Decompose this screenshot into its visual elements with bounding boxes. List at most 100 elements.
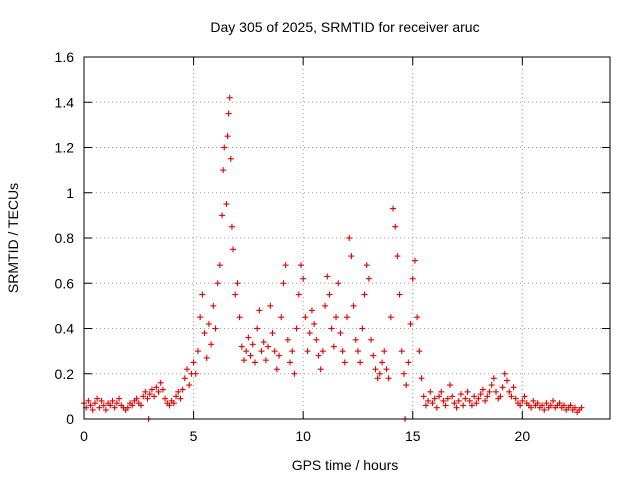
data-point bbox=[488, 382, 495, 389]
data-point bbox=[287, 359, 294, 366]
data-point bbox=[249, 341, 256, 348]
data-point bbox=[269, 330, 276, 337]
data-point bbox=[260, 339, 267, 346]
data-point bbox=[271, 348, 278, 355]
data-point bbox=[440, 397, 447, 404]
data-point bbox=[94, 395, 101, 402]
data-point bbox=[560, 402, 567, 409]
data-point bbox=[517, 402, 524, 409]
data-point bbox=[212, 325, 219, 332]
data-point bbox=[506, 388, 513, 395]
data-point bbox=[293, 325, 300, 332]
data-point bbox=[464, 388, 471, 395]
data-point bbox=[385, 375, 392, 382]
data-point bbox=[460, 402, 467, 409]
y-tick-label: 0.4 bbox=[55, 321, 75, 337]
data-point bbox=[405, 359, 412, 366]
data-point bbox=[137, 402, 144, 409]
data-point bbox=[100, 402, 107, 409]
data-point bbox=[91, 400, 98, 407]
data-point bbox=[457, 391, 464, 398]
data-point bbox=[282, 262, 289, 269]
data-point bbox=[418, 375, 425, 382]
data-point bbox=[354, 348, 361, 355]
y-tick-label: 1.4 bbox=[55, 94, 75, 110]
data-point bbox=[226, 94, 233, 101]
data-point bbox=[302, 314, 309, 321]
data-point bbox=[407, 320, 414, 327]
data-point bbox=[372, 366, 379, 373]
data-point bbox=[245, 334, 252, 341]
data-point bbox=[348, 253, 355, 260]
data-point bbox=[374, 375, 381, 382]
data-point bbox=[216, 262, 223, 269]
data-point bbox=[396, 291, 403, 298]
data-point bbox=[381, 348, 388, 355]
data-point bbox=[414, 314, 421, 321]
data-point bbox=[451, 400, 458, 407]
data-point bbox=[295, 291, 302, 298]
data-point bbox=[477, 391, 484, 398]
data-point bbox=[449, 393, 456, 400]
data-point bbox=[409, 275, 416, 282]
data-point bbox=[280, 280, 287, 287]
data-point bbox=[326, 291, 333, 298]
data-point bbox=[247, 352, 254, 359]
data-point bbox=[344, 314, 350, 321]
data-point bbox=[162, 395, 169, 402]
data-point bbox=[484, 393, 491, 400]
data-point bbox=[453, 404, 460, 411]
data-point bbox=[232, 291, 239, 298]
x-tick-label: 0 bbox=[80, 428, 88, 444]
data-point bbox=[436, 393, 443, 400]
x-tick-label: 20 bbox=[515, 428, 531, 444]
data-point bbox=[265, 343, 272, 350]
data-point bbox=[352, 336, 359, 343]
data-point bbox=[223, 201, 230, 208]
data-point bbox=[486, 388, 493, 395]
data-point bbox=[208, 341, 215, 348]
data-point bbox=[102, 406, 109, 413]
data-point bbox=[324, 273, 331, 280]
data-point bbox=[425, 397, 432, 404]
data-point bbox=[379, 359, 386, 366]
data-point bbox=[197, 314, 204, 321]
data-point bbox=[179, 386, 186, 393]
data-point bbox=[284, 336, 291, 343]
data-point bbox=[124, 404, 131, 411]
data-point bbox=[308, 307, 315, 314]
data-point bbox=[306, 330, 313, 337]
data-point bbox=[541, 406, 548, 413]
data-point bbox=[398, 348, 405, 355]
data-point bbox=[493, 388, 500, 395]
data-point bbox=[420, 393, 427, 400]
x-axis-label: GPS time / hours bbox=[292, 457, 399, 473]
data-point bbox=[109, 397, 116, 404]
y-tick-label: 0.6 bbox=[55, 275, 75, 291]
data-point bbox=[107, 402, 114, 409]
data-point bbox=[422, 402, 429, 409]
data-point bbox=[431, 395, 438, 402]
data-point bbox=[370, 352, 377, 359]
data-point bbox=[317, 366, 324, 373]
data-point bbox=[578, 404, 585, 411]
data-point bbox=[166, 402, 173, 409]
data-point bbox=[96, 404, 103, 411]
data-point bbox=[238, 343, 245, 350]
y-tick-label: 0.2 bbox=[55, 366, 75, 382]
data-point bbox=[519, 397, 526, 404]
data-point bbox=[291, 370, 298, 377]
data-point bbox=[276, 352, 283, 359]
data-point bbox=[304, 348, 311, 355]
y-axis-label: SRMTID / TECUs bbox=[5, 183, 21, 293]
data-point bbox=[528, 404, 535, 411]
data-point bbox=[490, 375, 497, 382]
data-point bbox=[240, 357, 247, 364]
data-point bbox=[254, 325, 261, 332]
data-point bbox=[394, 253, 401, 260]
data-point bbox=[530, 397, 537, 404]
data-point bbox=[438, 388, 445, 395]
data-point bbox=[475, 395, 482, 402]
data-point bbox=[501, 370, 508, 377]
